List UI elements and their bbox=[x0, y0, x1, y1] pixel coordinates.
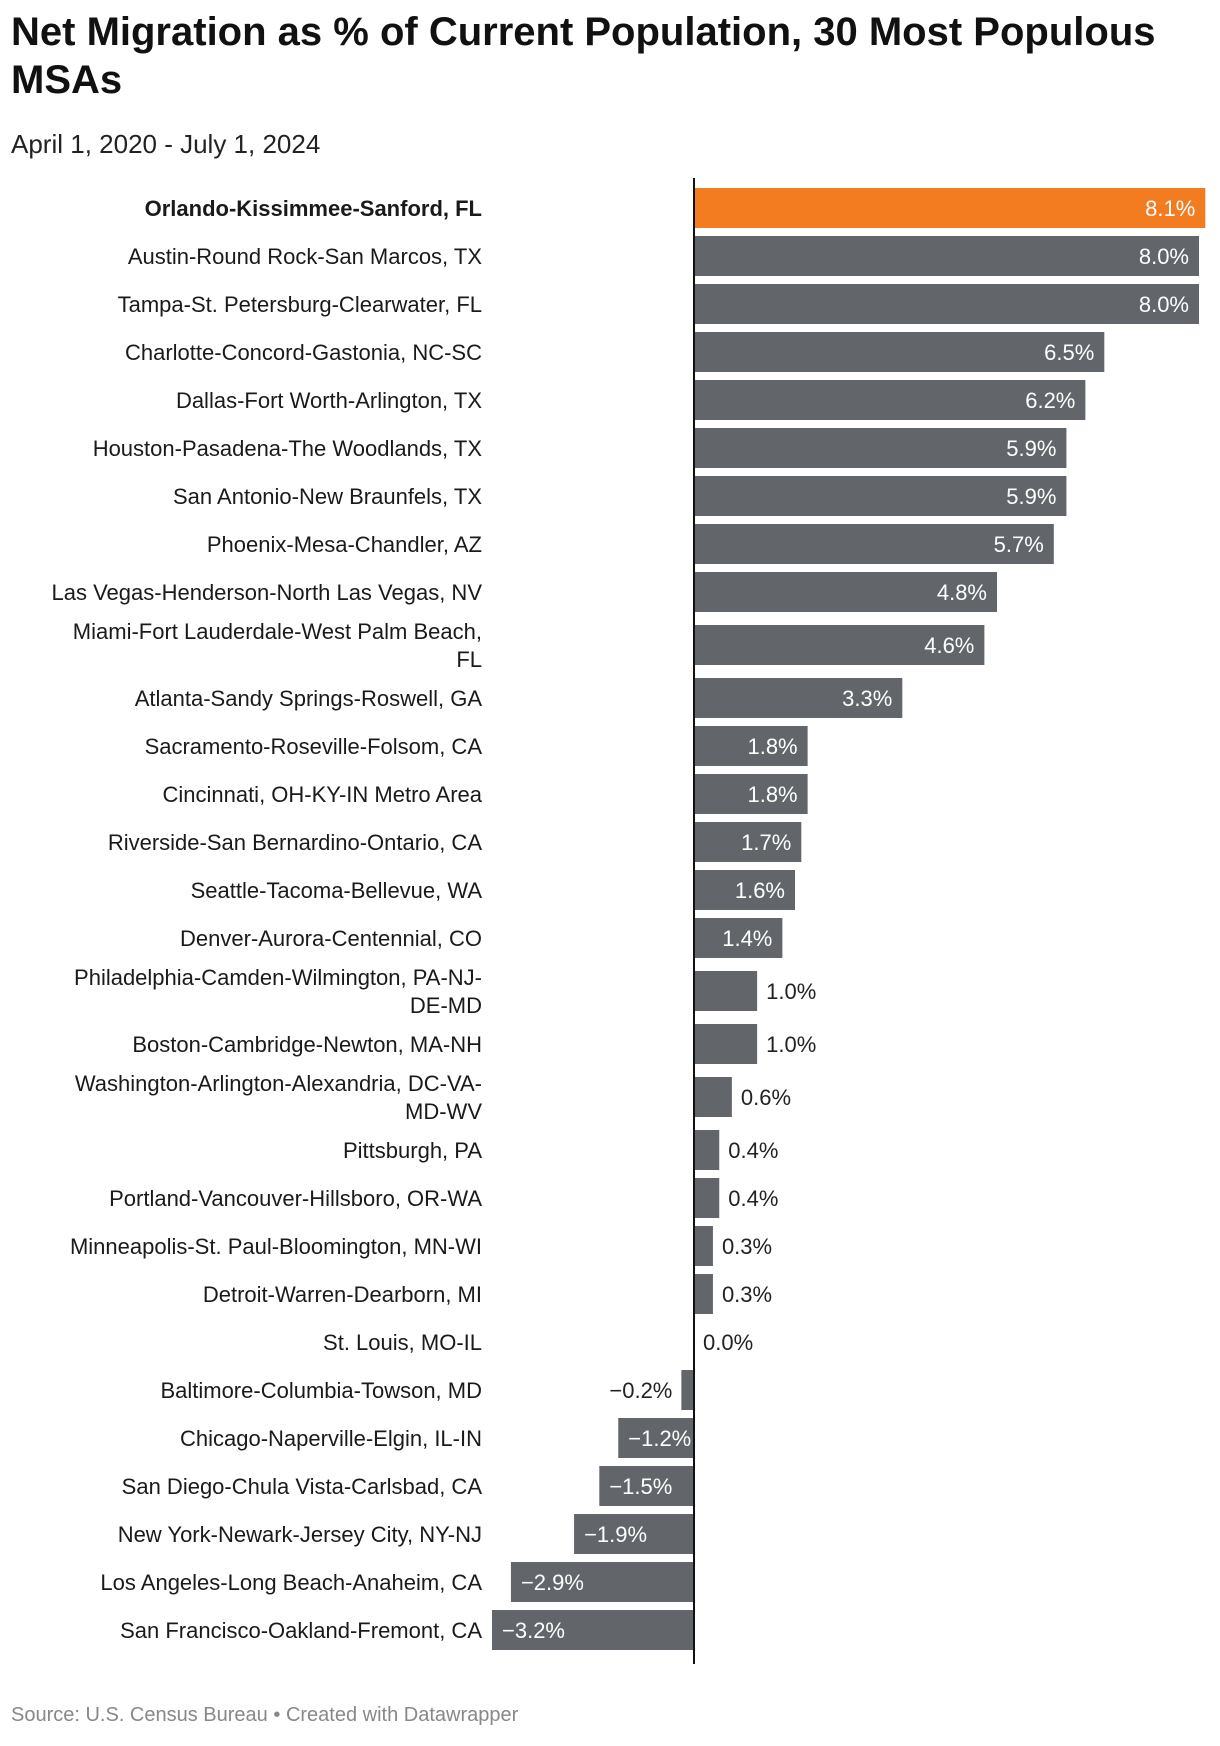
category-label: Pittsburgh, PA bbox=[343, 1138, 482, 1163]
chart-footer: Source: U.S. Census Bureau • Created wit… bbox=[11, 1704, 518, 1727]
category-label: Detroit-Warren-Dearborn, MI bbox=[203, 1282, 482, 1307]
category-label: New York-Newark-Jersey City, NY-NJ bbox=[118, 1522, 482, 1547]
bar-highlight bbox=[694, 188, 1205, 228]
bar bbox=[694, 1274, 713, 1314]
category-label: Dallas-Fort Worth-Arlington, TX bbox=[176, 388, 482, 413]
value-label: 1.4% bbox=[722, 926, 772, 951]
category-label: San Antonio-New Braunfels, TX bbox=[173, 484, 482, 509]
footer-separator: • bbox=[273, 1704, 280, 1726]
category-label: Houston-Pasadena-The Woodlands, TX bbox=[93, 436, 483, 461]
bar bbox=[694, 971, 757, 1011]
value-label: 6.2% bbox=[1025, 388, 1075, 413]
bar bbox=[694, 1024, 757, 1064]
value-label: 6.5% bbox=[1044, 340, 1094, 365]
bar bbox=[694, 236, 1199, 276]
credit-text: Created with Datawrapper bbox=[286, 1704, 518, 1726]
bar bbox=[694, 1130, 719, 1170]
value-label: 0.4% bbox=[728, 1186, 778, 1211]
value-label: −2.9% bbox=[521, 1570, 584, 1595]
value-label: 8.0% bbox=[1139, 244, 1189, 269]
value-label: 0.3% bbox=[722, 1282, 772, 1307]
category-label: Philadelphia-Camden-Wilmington, PA-NJ-DE… bbox=[74, 965, 482, 1018]
value-label: −0.2% bbox=[609, 1378, 672, 1403]
category-label: Washington-Arlington-Alexandria, DC-VA-M… bbox=[75, 1071, 482, 1124]
value-label: 0.0% bbox=[703, 1330, 753, 1355]
source-text: Source: U.S. Census Bureau bbox=[11, 1704, 268, 1726]
value-label: 1.8% bbox=[747, 782, 797, 807]
value-label: 1.0% bbox=[766, 979, 816, 1004]
category-label: Orlando-Kissimmee-Sanford, FL bbox=[145, 196, 482, 221]
chart-title: Net Migration as % of Current Population… bbox=[11, 8, 1211, 104]
category-label: Las Vegas-Henderson-North Las Vegas, NV bbox=[52, 580, 483, 605]
value-label: 1.0% bbox=[766, 1032, 816, 1057]
bar bbox=[694, 1077, 732, 1117]
category-label: Seattle-Tacoma-Bellevue, WA bbox=[191, 878, 483, 903]
value-label: −1.2% bbox=[628, 1426, 691, 1451]
category-label: St. Louis, MO-IL bbox=[323, 1330, 482, 1355]
value-label: 8.0% bbox=[1139, 292, 1189, 317]
bar bbox=[694, 284, 1199, 324]
bar bbox=[694, 332, 1104, 372]
value-label: −1.5% bbox=[609, 1474, 672, 1499]
category-label: Austin-Round Rock-San Marcos, TX bbox=[128, 244, 483, 269]
value-label: 4.8% bbox=[937, 580, 987, 605]
category-label: Atlanta-Sandy Springs-Roswell, GA bbox=[135, 686, 483, 711]
value-label: 0.4% bbox=[728, 1138, 778, 1163]
value-label: 1.7% bbox=[741, 830, 791, 855]
category-label: San Francisco-Oakland-Fremont, CA bbox=[120, 1618, 482, 1643]
category-label: Sacramento-Roseville-Folsom, CA bbox=[145, 734, 483, 759]
chart-subtitle: April 1, 2020 - July 1, 2024 bbox=[11, 128, 320, 160]
value-label: 1.6% bbox=[735, 878, 785, 903]
category-label: Portland-Vancouver-Hillsboro, OR-WA bbox=[109, 1186, 482, 1211]
category-label: San Diego-Chula Vista-Carlsbad, CA bbox=[122, 1474, 483, 1499]
value-label: 5.7% bbox=[994, 532, 1044, 557]
category-label: Minneapolis-St. Paul-Bloomington, MN-WI bbox=[70, 1234, 482, 1259]
category-label: Cincinnati, OH-KY-IN Metro Area bbox=[162, 782, 482, 807]
category-label: Boston-Cambridge-Newton, MA-NH bbox=[132, 1032, 482, 1057]
value-label: 3.3% bbox=[842, 686, 892, 711]
category-label: Riverside-San Bernardino-Ontario, CA bbox=[108, 830, 482, 855]
category-label: Charlotte-Concord-Gastonia, NC-SC bbox=[125, 340, 482, 365]
bar-chart: Orlando-Kissimmee-Sanford, FL 8.1% Austin-… bbox=[0, 178, 1220, 1678]
bar bbox=[694, 1178, 719, 1218]
category-label: Phoenix-Mesa-Chandler, AZ bbox=[207, 532, 482, 557]
value-label: −3.2% bbox=[502, 1618, 565, 1643]
value-label: 0.3% bbox=[722, 1234, 772, 1259]
value-label: 8.1% bbox=[1145, 196, 1195, 221]
bar bbox=[681, 1370, 694, 1410]
category-label: Los Angeles-Long Beach-Anaheim, CA bbox=[100, 1570, 482, 1595]
value-label: −1.9% bbox=[584, 1522, 647, 1547]
value-label: 4.6% bbox=[924, 633, 974, 658]
value-label: 0.6% bbox=[741, 1085, 791, 1110]
category-label: Baltimore-Columbia-Towson, MD bbox=[160, 1378, 482, 1403]
value-label: 5.9% bbox=[1006, 436, 1056, 461]
category-label: Denver-Aurora-Centennial, CO bbox=[180, 926, 482, 951]
value-label: 1.8% bbox=[747, 734, 797, 759]
category-label: Miami-Fort Lauderdale-West Palm Beach, FL bbox=[73, 619, 482, 672]
value-label: 5.9% bbox=[1006, 484, 1056, 509]
category-label: Tampa-St. Petersburg-Clearwater, FL bbox=[118, 292, 482, 317]
bar bbox=[694, 1226, 713, 1266]
category-label: Chicago-Naperville-Elgin, IL-IN bbox=[180, 1426, 482, 1451]
